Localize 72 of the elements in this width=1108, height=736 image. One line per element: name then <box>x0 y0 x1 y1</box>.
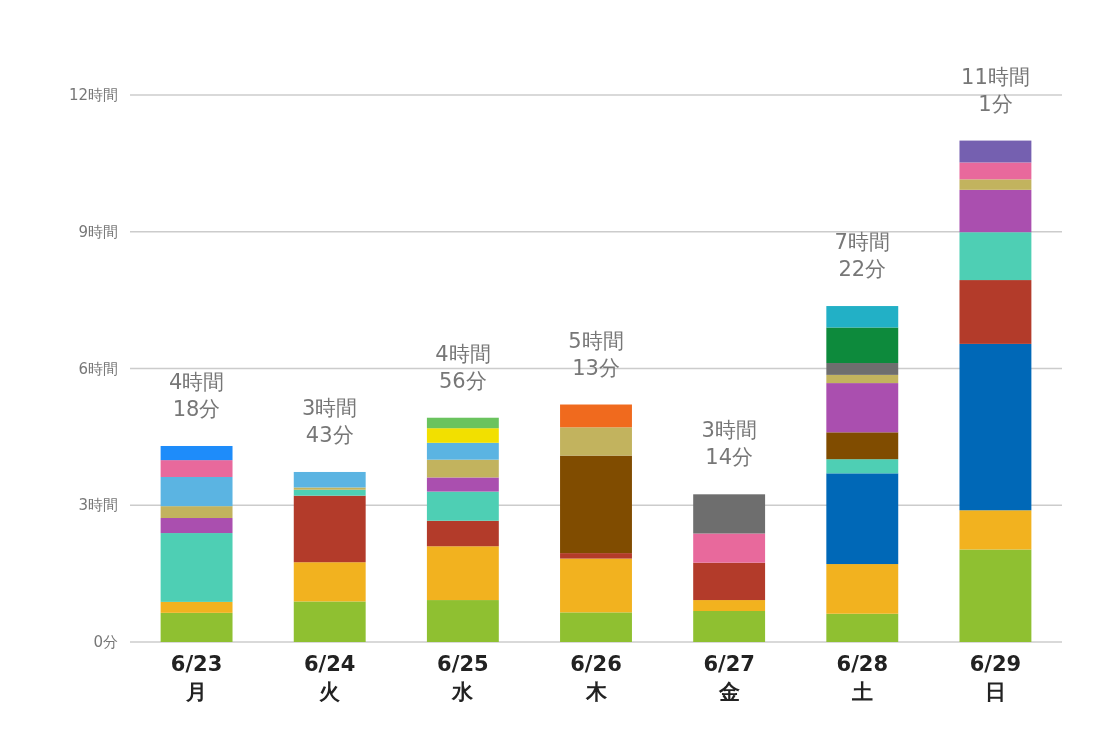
y-tick-label: 12時間 <box>68 86 118 104</box>
bar <box>959 549 1032 642</box>
x-tick-label: 6/24 火 <box>303 652 356 704</box>
bar <box>160 460 233 477</box>
bar <box>693 600 766 611</box>
bar <box>826 432 899 460</box>
x-tick-label: 6/23 月 <box>170 652 223 704</box>
bar <box>959 189 1032 233</box>
x-tick-label: 6/25 水 <box>437 652 489 704</box>
bar <box>426 546 499 601</box>
total-label: 5時間 13分 <box>568 328 624 380</box>
bar <box>826 327 899 364</box>
y-tick-label: 3時間 <box>78 496 118 515</box>
total-label: 4時間 56分 <box>435 341 491 393</box>
bar <box>160 533 233 602</box>
bar <box>959 280 1032 344</box>
bar <box>160 518 233 534</box>
bar <box>426 442 499 460</box>
x-tick-label: 6/26 木 <box>570 652 622 704</box>
bar <box>959 510 1032 550</box>
y-tick-label: 0分 <box>93 633 118 651</box>
bar <box>560 558 632 613</box>
bar <box>293 562 366 602</box>
bar <box>826 473 899 565</box>
bar <box>293 601 366 642</box>
x-tick-label: 6/28 土 <box>836 652 889 704</box>
bar <box>826 564 899 614</box>
bar <box>426 520 499 547</box>
bar <box>693 611 766 642</box>
bar <box>426 428 499 443</box>
bar <box>426 417 499 429</box>
bar <box>959 140 1032 163</box>
bar <box>826 363 899 375</box>
bar <box>693 533 766 563</box>
bar <box>693 494 766 534</box>
bar <box>560 455 632 554</box>
bar <box>959 162 1032 180</box>
bar <box>293 471 366 488</box>
bar <box>693 562 766 601</box>
bar <box>959 179 1032 190</box>
y-tick-label: 9時間 <box>78 222 118 241</box>
bar <box>560 427 632 456</box>
bar <box>826 613 899 642</box>
bar <box>826 374 899 384</box>
bar <box>426 459 499 478</box>
bar <box>160 506 233 519</box>
bar <box>293 495 366 563</box>
bar <box>560 404 632 428</box>
bar <box>160 612 233 642</box>
bar <box>959 232 1032 281</box>
bar <box>826 459 899 474</box>
bar <box>426 600 499 642</box>
bar <box>426 477 499 492</box>
total-label: 4時間 18分 <box>168 369 225 421</box>
bar <box>160 445 233 461</box>
bar <box>160 476 233 507</box>
bar <box>560 612 632 642</box>
bar <box>160 601 233 613</box>
bar <box>293 489 366 496</box>
total-label: 3時間 43分 <box>302 395 358 447</box>
x-tick-label: 6/29 日 <box>969 652 1022 704</box>
x-tick-label: 6/27 金 <box>703 652 755 704</box>
total-label: 11時間 1分 <box>961 64 1030 116</box>
bar <box>826 306 899 328</box>
bar <box>959 343 1032 511</box>
y-tick-label: 6時間 <box>78 359 118 378</box>
bar <box>293 487 366 490</box>
bar <box>560 553 632 559</box>
total-label: 3時間 14分 <box>701 418 757 470</box>
bar <box>426 491 499 521</box>
total-label: 7時間 22分 <box>834 230 890 282</box>
bar <box>826 383 899 433</box>
